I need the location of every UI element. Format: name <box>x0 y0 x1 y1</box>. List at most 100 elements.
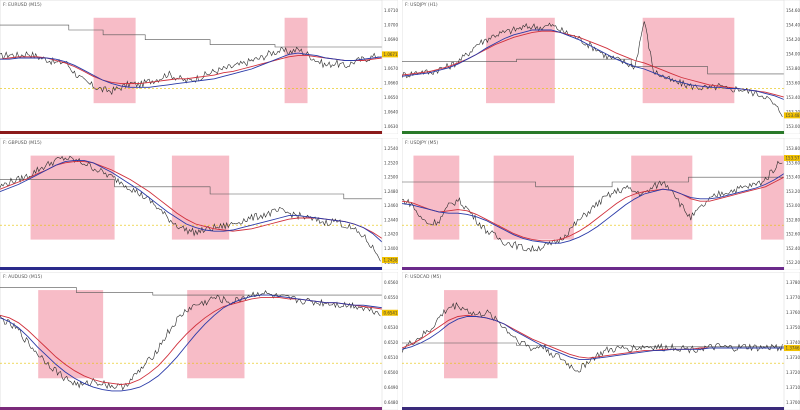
price-tick-label: 152.80 <box>786 217 800 222</box>
price-tick-label: 0.6560 <box>384 280 398 285</box>
price-series <box>402 160 783 253</box>
highlight-zone <box>38 290 104 379</box>
price-tick-label: 154.20 <box>786 37 800 42</box>
highlight-zone <box>493 155 574 240</box>
time-axis-strip <box>402 407 784 410</box>
price-axis <box>783 272 800 410</box>
chart-title: F: USDJPY (H1) <box>405 2 438 8</box>
price-axis <box>783 138 800 270</box>
moving-average-blue <box>402 316 784 360</box>
chart-svg: 1.07101.07001.06901.06801.06701.06601.06… <box>0 0 398 134</box>
price-tick-label: 1.3740 <box>786 340 800 345</box>
moving-average-red <box>402 176 785 242</box>
price-tick-label: 153.40 <box>786 175 800 180</box>
last-price-label: 0.6541 <box>384 310 398 315</box>
price-tick-label: 1.3710 <box>786 385 800 390</box>
moving-average-blue <box>0 159 383 243</box>
chart-title: F: GBPUSD (M15) <box>3 140 42 146</box>
last-price-tag <box>382 51 398 58</box>
highlight-zone <box>284 17 308 104</box>
highlight-zone <box>30 155 115 240</box>
chart-panel-eurusd-m15[interactable]: 1.07101.07001.06901.06801.06701.06601.06… <box>0 0 398 134</box>
step-level-line <box>402 176 784 188</box>
chart-panel-gbpusd-m15[interactable]: 1.2540 1.2520 1.2500 1.2480 1.2460 1.2440 1.24… <box>0 138 398 270</box>
price-tick-label: 1.0700 <box>384 23 398 28</box>
last-price-tag <box>382 257 398 263</box>
last-price-label: 1.0671 <box>384 52 398 57</box>
last-price-label: 1.3746 <box>786 346 800 351</box>
price-series <box>0 290 381 391</box>
chart-background <box>0 0 398 134</box>
last-price-tag <box>382 309 398 316</box>
price-tick-label: 1.2400 <box>384 246 398 251</box>
price-tick-label: 153.40 <box>786 95 800 100</box>
price-tick-label: 153.60 <box>786 160 800 165</box>
chart-title: F: EURUSD (M15) <box>3 2 42 8</box>
price-tick-label: 154.60 <box>786 8 800 13</box>
price-tick-label: 1.2540 <box>384 146 398 151</box>
price-tick-label: 1.3760 <box>786 310 800 315</box>
price-tick-label: 0.6550 <box>384 295 398 300</box>
time-axis-strip <box>402 267 784 270</box>
price-tick-label: 0.6480 <box>384 400 398 405</box>
price-tick-label: 154.00 <box>786 52 800 57</box>
step-level-line <box>402 342 784 348</box>
price-tick-label: 1.0630 <box>384 124 398 129</box>
price-tick-label: 153.20 <box>786 189 800 194</box>
price-tick-label: 1.3750 <box>786 325 800 330</box>
highlight-zone <box>444 290 498 379</box>
chart-panel-usdcad-m15[interactable]: 1.3780 1.3770 1.3760 1.3750 1.3740 1.3730 1.37… <box>402 272 800 410</box>
chart-title: F: USDCAD (M5) <box>405 274 441 280</box>
price-tick-label: 154.40 <box>786 23 800 28</box>
price-series <box>402 21 783 117</box>
price-axis <box>783 0 800 134</box>
price-tick-label: 1.2500 <box>384 175 398 180</box>
moving-average-blue <box>402 29 785 100</box>
price-tick-label: 0.6530 <box>384 325 398 330</box>
time-axis-strip <box>402 131 784 134</box>
price-tick-label: 1.0710 <box>384 8 398 13</box>
price-tick-label: 1.3720 <box>786 370 800 375</box>
chart-svg: 1.2540 1.2520 1.2500 1.2480 1.2460 1.2440 1.24… <box>0 138 398 270</box>
highlight-zone <box>486 17 555 104</box>
price-tick-label: 153.80 <box>786 66 800 71</box>
highlight-zone <box>631 155 693 240</box>
last-price-label: 1.2458 <box>384 258 398 263</box>
price-tick-label: 0.6500 <box>384 370 398 375</box>
price-tick-label: 152.20 <box>786 260 800 265</box>
last-price-tag <box>784 155 800 161</box>
price-tick-label: 1.0670 <box>384 66 398 71</box>
chart-background <box>402 0 800 134</box>
price-tick-label: 0.6510 <box>384 355 398 360</box>
price-tick-label: 1.0690 <box>384 37 398 42</box>
price-tick-label: 153.20 <box>786 110 800 115</box>
chart-svg: 0.65600.65500.65400.65300.65200.65100.65… <box>0 272 398 410</box>
chart-panel-audusd-m15[interactable]: 0.65600.65500.65400.65300.65200.65100.65… <box>0 272 398 410</box>
price-tick-label: 153.60 <box>786 81 800 86</box>
chart-panel-usdjpy-m15[interactable]: 154.60 154.40 154.20 154.00 153.80 153.60 153.… <box>402 0 800 134</box>
price-tick-label: 1.0660 <box>384 81 398 86</box>
price-tick-label: 1.3780 <box>786 280 800 285</box>
step-level-line <box>0 179 382 200</box>
price-tick-label: 1.3730 <box>786 355 800 360</box>
chart-panel-usdjpy-h4[interactable]: 153.80 153.60 153.40 153.20 153.00 152.80 152.… <box>402 138 800 270</box>
last-price-tag <box>784 345 800 352</box>
price-tick-label: 0.6490 <box>384 385 398 390</box>
price-tick-label: 1.0640 <box>384 110 398 115</box>
price-tick-label: 1.3700 <box>786 400 800 405</box>
time-axis-strip <box>0 131 382 134</box>
moving-average-blue <box>0 294 383 392</box>
highlight-zone <box>171 155 230 240</box>
time-axis-strip <box>0 407 382 410</box>
step-level-line <box>0 287 382 296</box>
price-axis <box>381 272 398 410</box>
step-level-line <box>0 24 382 48</box>
price-tick-label: 153.00 <box>786 124 800 129</box>
chart-title: F: USDJPY (M5) <box>405 140 438 146</box>
moving-average-blue <box>402 173 785 244</box>
price-axis <box>381 138 398 270</box>
highlight-zone <box>642 17 735 104</box>
price-tick-label: 1.3770 <box>786 295 800 300</box>
price-tick-label: 1.2460 <box>384 203 398 208</box>
